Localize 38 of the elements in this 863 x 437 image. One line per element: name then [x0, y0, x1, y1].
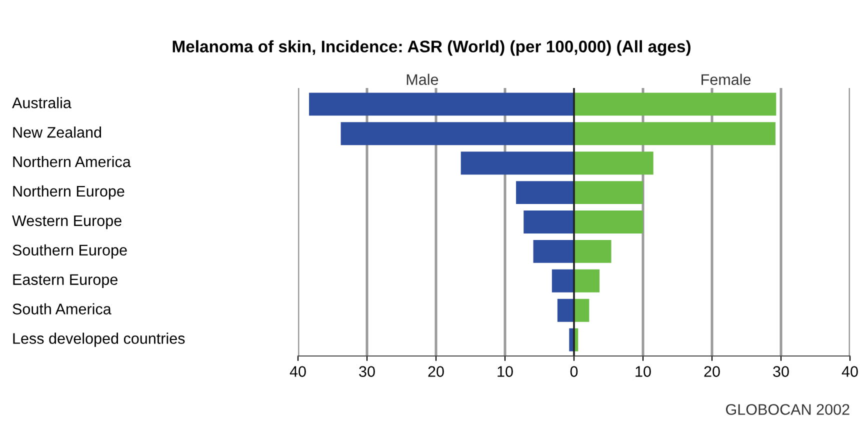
y-tick-label: Australia — [12, 97, 72, 108]
y-tick-label: New Zealand — [13, 126, 102, 138]
x-tick-label: 30 — [359, 366, 375, 377]
x-tick-label: 40 — [842, 366, 858, 377]
x-tick-label: 20 — [428, 366, 444, 377]
x-tick-label: 10 — [636, 366, 651, 377]
x-tick-label: 20 — [704, 366, 720, 377]
bar — [557, 298, 574, 322]
y-tick-label: Eastern Europe — [13, 274, 118, 288]
bar — [552, 269, 574, 292]
bar — [574, 92, 776, 116]
bar — [524, 210, 574, 234]
y-tick-label: Northern Europe — [13, 185, 124, 200]
bar — [460, 152, 574, 175]
y-tick-label: South America — [12, 303, 112, 314]
bar — [574, 298, 590, 322]
bar — [533, 240, 574, 263]
bar — [574, 122, 776, 146]
y-tick-label: Less developed countries — [13, 332, 185, 347]
bar — [574, 181, 643, 204]
y-tick-label: Southern Europe — [12, 244, 127, 259]
x-tick-label: 30 — [773, 366, 789, 377]
bar — [574, 269, 600, 292]
bar — [516, 181, 574, 204]
y-tick-label: Northern America — [13, 156, 131, 168]
bar — [574, 240, 612, 263]
x-tick-label: 10 — [498, 366, 513, 377]
chart-title: Melanoma of skin, Incidence: ASR (World) (per 100,000) (All ages) — [172, 40, 690, 56]
bar — [309, 92, 574, 116]
bar — [574, 152, 654, 175]
x-tick-label: 0 — [570, 366, 578, 377]
x-tick-label: 40 — [290, 366, 306, 377]
text: GLOBOCAN 2002 — [726, 404, 850, 415]
series-label: Female — [702, 74, 751, 85]
series-label: Male — [406, 74, 438, 85]
bar — [340, 122, 574, 146]
bar — [574, 210, 643, 234]
y-tick-label: Western Europe — [12, 215, 122, 230]
